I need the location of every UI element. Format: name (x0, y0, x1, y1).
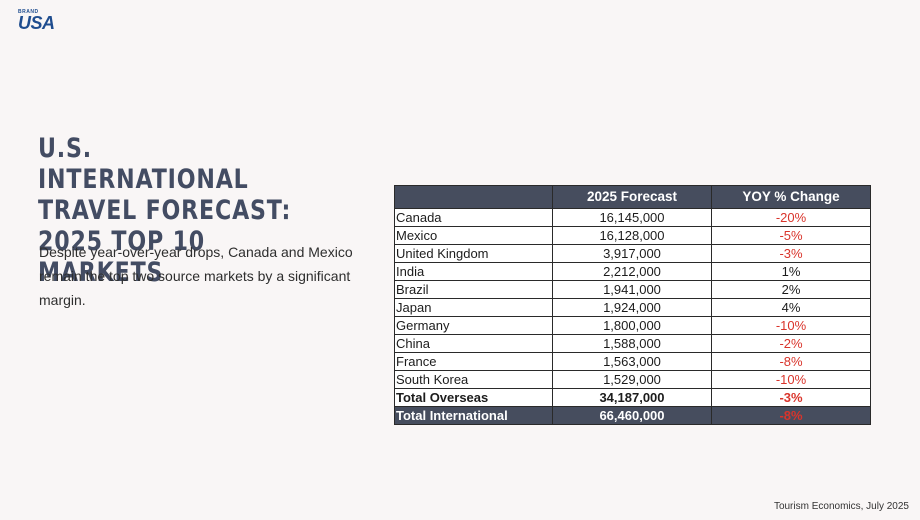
cell-yoy-change: -3% (711, 244, 871, 263)
cell-yoy-change: -10% (711, 316, 871, 335)
cell-country: Total Overseas (394, 388, 553, 407)
cell-country: Total International (394, 406, 553, 425)
cell-forecast: 16,145,000 (552, 208, 712, 227)
forecast-table: 2025 Forecast YOY % Change Canada 16,145,… (394, 185, 871, 425)
cell-forecast: 1,563,000 (552, 352, 712, 371)
logo-small-text: BRAND (18, 9, 39, 15)
table-row: India 2,212,000 1% (394, 262, 871, 281)
description-text: Despite year-over-year drops, Canada and… (39, 244, 353, 308)
brand-usa-logo: BRAND USA (18, 9, 55, 32)
cell-forecast: 66,460,000 (552, 406, 712, 425)
cell-yoy-change: -8% (711, 406, 871, 425)
table-row: France 1,563,000 -8% (394, 352, 871, 371)
table-row: Brazil 1,941,000 2% (394, 280, 871, 299)
table-row: Total Overseas 34,187,000 -3% (394, 388, 871, 407)
cell-forecast: 1,588,000 (552, 334, 712, 353)
forecast-table-container: 2025 Forecast YOY % Change Canada 16,145,… (394, 185, 871, 425)
cell-country: Mexico (394, 226, 553, 245)
cell-country: Japan (394, 298, 553, 317)
title-line-2: TRAVEL FORECAST: (38, 195, 292, 226)
source-note: Tourism Economics, July 2025 (773, 501, 909, 512)
table-row: Total International 66,460,000 -8% (394, 406, 871, 425)
cell-yoy-change: 1% (711, 262, 871, 281)
cell-forecast: 34,187,000 (552, 388, 712, 407)
cell-forecast: 2,212,000 (552, 262, 712, 281)
cell-country: Canada (394, 208, 553, 227)
page-title: U.S. INTERNATIONAL TRAVEL FORECAST: 2025… (38, 133, 309, 288)
title-line-1: U.S. INTERNATIONAL (38, 133, 249, 195)
cell-forecast: 1,800,000 (552, 316, 712, 335)
cell-yoy-change: -2% (711, 334, 871, 353)
table-row: United Kingdom 3,917,000 -3% (394, 244, 871, 263)
cell-country: India (394, 262, 553, 281)
cell-yoy-change: 2% (711, 280, 871, 299)
cell-forecast: 1,924,000 (552, 298, 712, 317)
title-line-3: 2025 TOP 10 MARKETS (38, 226, 206, 288)
cell-country: United Kingdom (394, 244, 553, 263)
cell-yoy-change: -20% (711, 208, 871, 227)
header-yoy-change: YOY % Change (711, 185, 871, 209)
cell-country: Germany (394, 316, 553, 335)
cell-forecast: 1,941,000 (552, 280, 712, 299)
cell-forecast: 16,128,000 (552, 226, 712, 245)
cell-yoy-change: 4% (711, 298, 871, 317)
table-row: Japan 1,924,000 4% (394, 298, 871, 317)
cell-yoy-change: -10% (711, 370, 871, 389)
cell-forecast: 1,529,000 (552, 370, 712, 389)
table-row: Mexico 16,128,000 -5% (394, 226, 871, 245)
logo-big-text: USA (18, 13, 55, 33)
cell-forecast: 3,917,000 (552, 244, 712, 263)
cell-country: France (394, 352, 553, 371)
cell-country: South Korea (394, 370, 553, 389)
cell-yoy-change: -3% (711, 388, 871, 407)
cell-country: Brazil (394, 280, 553, 299)
table-row: Germany 1,800,000 -10% (394, 316, 871, 335)
table-header-row: 2025 Forecast YOY % Change (394, 185, 871, 209)
table-row: South Korea 1,529,000 -10% (394, 370, 871, 389)
cell-country: China (394, 334, 553, 353)
table-row: Canada 16,145,000 -20% (394, 208, 871, 227)
cell-yoy-change: -5% (711, 226, 871, 245)
header-country (394, 185, 553, 209)
header-forecast: 2025 Forecast (552, 185, 712, 209)
cell-yoy-change: -8% (711, 352, 871, 371)
table-body: Canada 16,145,000 -20% Mexico 16,128,000 -5% U… (394, 208, 871, 425)
table-row: China 1,588,000 -2% (394, 334, 871, 353)
